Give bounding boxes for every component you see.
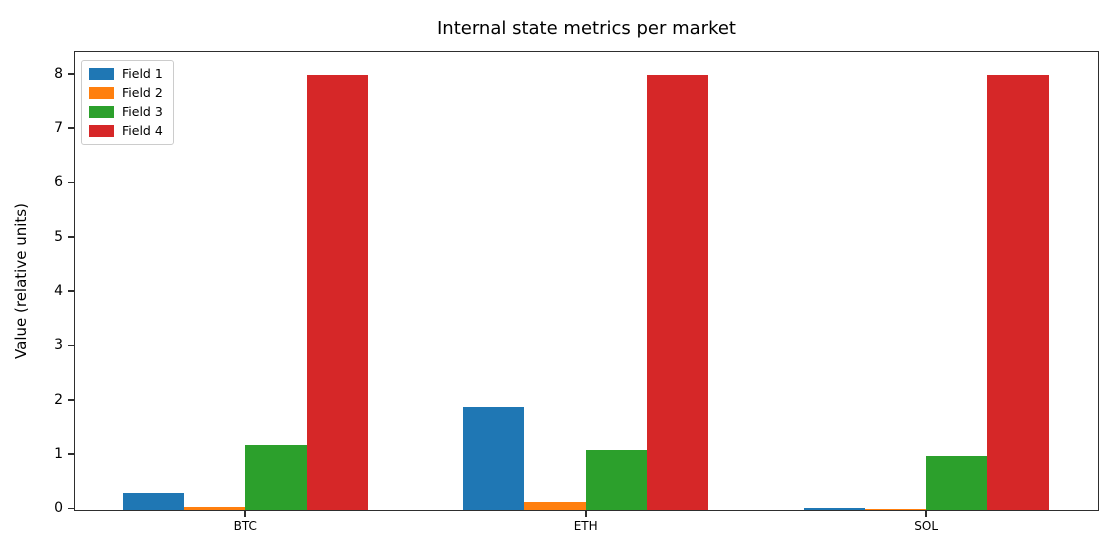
- y-tick-label: 7: [54, 120, 63, 137]
- legend-label: Field 4: [122, 123, 163, 138]
- y-tick-label: 2: [54, 391, 63, 408]
- y-tick-mark: [68, 181, 74, 184]
- legend: Field 1 Field 2 Field 3 Field 4: [81, 60, 174, 145]
- y-tick-mark: [68, 398, 74, 401]
- x-tick-label-btc: BTC: [233, 519, 257, 533]
- x-tick-mark: [925, 511, 928, 517]
- legend-swatch-icon: [89, 68, 114, 80]
- y-tick-mark: [68, 127, 74, 129]
- bar-sol-field-2: [864, 508, 927, 510]
- legend-label: Field 2: [122, 85, 163, 100]
- y-tick-label: 1: [54, 446, 63, 463]
- y-tick-mark: [68, 344, 74, 347]
- bar-btc-field-2: [183, 507, 246, 510]
- bar-eth-field-1: [463, 406, 525, 510]
- bar-eth-field-3: [585, 450, 647, 510]
- legend-label: Field 1: [122, 66, 163, 81]
- x-tick-label-eth: ETH: [573, 519, 598, 533]
- bar-btc-field-1: [122, 492, 184, 510]
- bar-eth-field-2: [524, 501, 586, 510]
- y-tick-label: 8: [54, 65, 63, 82]
- plot-area: Field 1 Field 2 Field 3 Field 4 0 1 2 3 4 5 6 7 8 BT…: [54, 51, 1099, 532]
- y-tick-label: 6: [54, 174, 63, 191]
- y-tick-mark: [68, 72, 74, 75]
- y-tick-mark: [68, 453, 74, 455]
- y-tick-label: 0: [54, 500, 63, 517]
- legend-item-field-2: Field 2: [89, 86, 163, 100]
- legend-swatch-icon: [89, 87, 114, 99]
- bar-btc-field-3: [245, 444, 307, 510]
- x-tick-mark: [244, 511, 247, 517]
- bar-eth-field-4: [646, 75, 709, 510]
- legend-item-field-3: Field 3: [89, 105, 163, 119]
- y-axis-label: Value (relative units): [12, 203, 30, 359]
- bar-sol-field-4: [987, 75, 1049, 510]
- chart-title: Internal state metrics per market: [437, 18, 736, 39]
- y-tick-mark: [68, 290, 74, 292]
- y-tick-mark: [68, 235, 74, 238]
- legend-item-field-4: Field 4: [89, 124, 163, 138]
- y-tick-label: 4: [54, 283, 63, 300]
- y-tick-mark: [68, 507, 74, 510]
- legend-swatch-icon: [89, 106, 114, 118]
- x-tick-mark: [584, 511, 587, 517]
- bar-btc-field-4: [306, 75, 368, 510]
- bar-sol-field-1: [803, 508, 865, 510]
- y-tick-label: 3: [54, 337, 63, 354]
- x-tick-label-sol: SOL: [914, 519, 939, 533]
- bar-sol-field-3: [926, 455, 988, 510]
- y-tick-label: 5: [54, 228, 63, 245]
- legend-label: Field 3: [122, 104, 163, 119]
- legend-item-field-1: Field 1: [89, 67, 163, 81]
- legend-swatch-icon: [89, 125, 114, 137]
